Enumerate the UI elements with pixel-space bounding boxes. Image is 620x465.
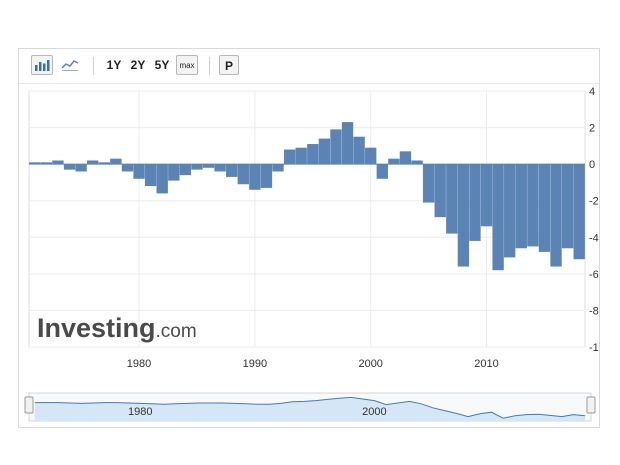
bar <box>295 147 307 165</box>
navigator-handle-left[interactable] <box>24 396 34 414</box>
bar <box>52 160 64 165</box>
bar <box>191 164 203 170</box>
y-tick-label: 0 <box>589 159 595 171</box>
navigator-area <box>34 397 586 421</box>
bar <box>156 164 168 194</box>
bar <box>573 164 585 260</box>
bar <box>29 162 41 165</box>
navigator-line <box>34 396 586 419</box>
bar <box>504 164 516 258</box>
bar <box>399 151 412 165</box>
y-tick-label: -8 <box>589 305 599 317</box>
bar <box>121 164 134 172</box>
navigator-handle-right[interactable] <box>586 396 596 414</box>
bar <box>283 149 296 165</box>
bar <box>214 164 226 172</box>
plot-area: 1980 1990 2000 2010 4 2 0 -2 -4 -6 -8 -10 <box>28 86 599 370</box>
bar <box>422 164 435 203</box>
bar <box>272 164 284 172</box>
y-tick-label: -10 <box>589 342 599 354</box>
navigator-tick-label: 2000 <box>362 406 386 418</box>
line-chart-button[interactable] <box>59 55 81 75</box>
x-tick-label: 2010 <box>474 358 498 370</box>
range-2y-button[interactable]: 2Y <box>130 58 146 72</box>
watermark-suffix: .com <box>156 321 197 342</box>
bar <box>75 164 87 172</box>
toolbar-divider <box>209 57 210 75</box>
navigator[interactable]: 1980 2000 <box>24 392 596 422</box>
bar <box>98 162 110 165</box>
watermark: Investing.com <box>37 313 197 343</box>
bar <box>179 164 192 176</box>
bar <box>226 164 238 177</box>
bar <box>434 164 446 218</box>
p-button[interactable]: P <box>219 55 239 75</box>
bar <box>237 164 249 185</box>
bar <box>527 164 539 247</box>
bar <box>515 164 527 249</box>
toolbar-divider <box>93 57 94 75</box>
bar-chart-icon <box>35 60 50 71</box>
y-tick-label: -4 <box>589 232 599 244</box>
range-5y-button[interactable]: 5Y <box>154 58 170 72</box>
bar <box>110 158 122 165</box>
bar <box>63 164 76 170</box>
bar <box>330 129 342 165</box>
bar <box>457 164 470 267</box>
range-1y-button[interactable]: 1Y <box>106 58 122 72</box>
x-tick-label: 1990 <box>243 358 267 370</box>
line-chart-icon <box>61 60 79 71</box>
bar <box>133 164 145 179</box>
bar <box>249 164 261 190</box>
range-max-button[interactable]: max <box>176 55 198 75</box>
y-tick-label: 4 <box>589 86 595 98</box>
bar <box>260 164 273 188</box>
bar-chart-button[interactable] <box>31 55 53 75</box>
watermark-brand: Investing <box>37 313 156 343</box>
bar <box>492 164 504 271</box>
bar <box>341 122 354 165</box>
bar <box>446 164 458 234</box>
bar <box>318 138 331 165</box>
chart-toolbar: 1Y 2Y 5Y max P <box>19 49 599 84</box>
y-tick-label: 2 <box>589 123 595 135</box>
bar <box>411 160 423 165</box>
x-tick-label: 1980 <box>127 358 151 370</box>
bar <box>376 164 388 179</box>
bar <box>353 136 365 165</box>
bar <box>87 160 99 165</box>
y-tick-label: -2 <box>589 196 599 208</box>
bar <box>538 164 551 252</box>
y-tick-label: -6 <box>589 269 599 281</box>
bar <box>550 164 562 267</box>
x-tick-label: 2000 <box>358 358 382 370</box>
bar <box>168 164 180 181</box>
bar <box>307 144 319 165</box>
bar <box>365 147 377 165</box>
bar <box>561 164 574 249</box>
bar <box>480 164 493 227</box>
chart-widget: 1Y 2Y 5Y max P 1980 1990 2000 2010 4 2 0 -2 -4 -6… <box>18 48 600 428</box>
navigator-tick-label: 1980 <box>128 406 152 418</box>
bar <box>40 162 53 165</box>
bar <box>388 158 400 165</box>
bar <box>144 164 157 187</box>
bar <box>202 164 215 168</box>
bar <box>469 164 481 241</box>
